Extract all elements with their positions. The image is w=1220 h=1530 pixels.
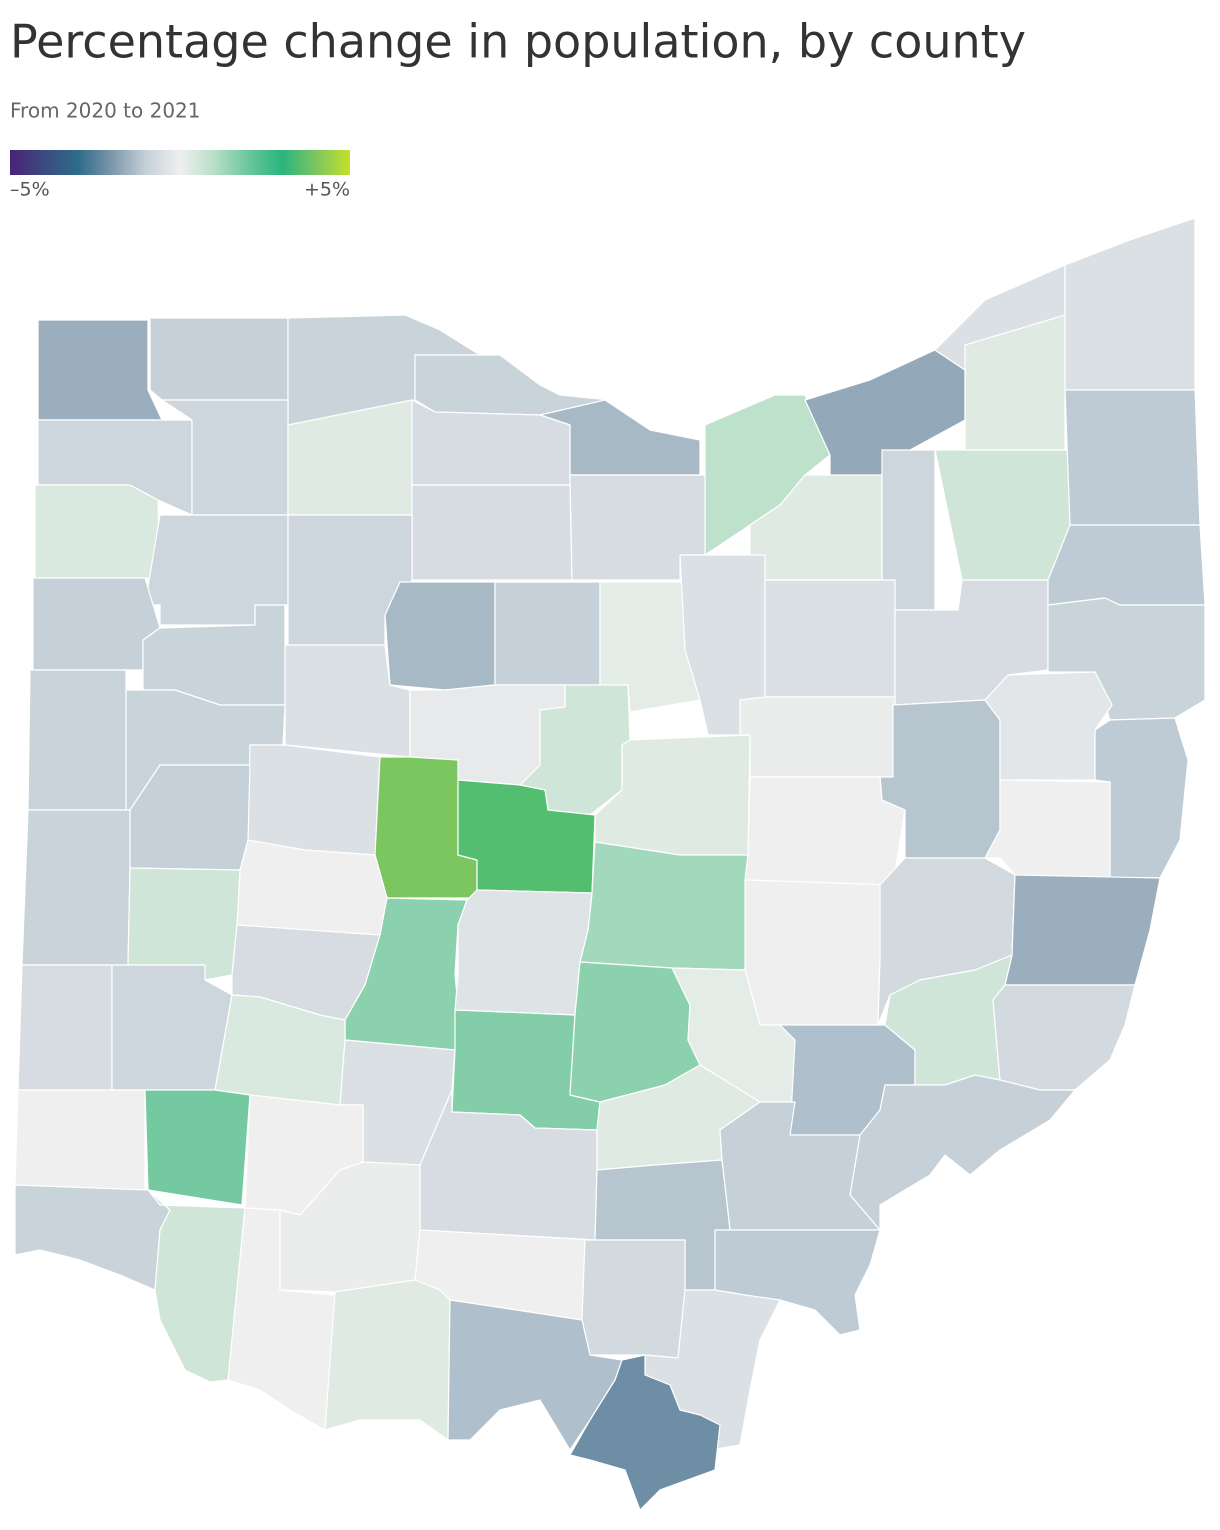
county (32, 577, 161, 671)
county (411, 484, 573, 581)
county (414, 354, 611, 416)
county (764, 579, 896, 698)
county (279, 1161, 421, 1293)
county (569, 1354, 721, 1511)
county (804, 349, 966, 481)
county (1064, 389, 1201, 526)
chart-subtitle: From 2020 to 2021 (10, 99, 201, 123)
county (719, 1101, 881, 1231)
county (147, 1189, 246, 1383)
county (236, 839, 388, 936)
county (581, 1239, 686, 1359)
county (934, 449, 1071, 581)
county (384, 581, 496, 691)
county (34, 484, 161, 579)
chart-title: Percentage change in population, by coun… (10, 15, 1026, 69)
county (447, 1299, 623, 1451)
county (21, 809, 131, 966)
county (17, 964, 113, 1091)
county (247, 744, 381, 856)
county (849, 1074, 1076, 1231)
county (579, 841, 749, 971)
county (992, 984, 1136, 1091)
county (457, 779, 596, 894)
county (1094, 717, 1189, 879)
county (744, 879, 894, 1026)
county (494, 581, 601, 686)
county (744, 776, 906, 886)
county (454, 889, 593, 1016)
legend-tick-label: –5% (10, 179, 50, 201)
county (144, 1089, 251, 1206)
county (984, 779, 1111, 879)
legend-tick-label: +5% (304, 179, 350, 201)
county (1047, 597, 1206, 721)
color-scale (10, 150, 350, 175)
county (324, 1279, 451, 1441)
county (1004, 874, 1161, 986)
county (149, 317, 289, 401)
county (127, 867, 241, 981)
county (739, 696, 896, 778)
county (37, 319, 163, 421)
county (984, 671, 1113, 781)
county (1047, 524, 1206, 606)
county (111, 964, 233, 1091)
county (14, 1184, 171, 1291)
county (14, 1089, 146, 1191)
county (27, 669, 127, 811)
county-map (14, 217, 1206, 1511)
county (1064, 217, 1196, 391)
